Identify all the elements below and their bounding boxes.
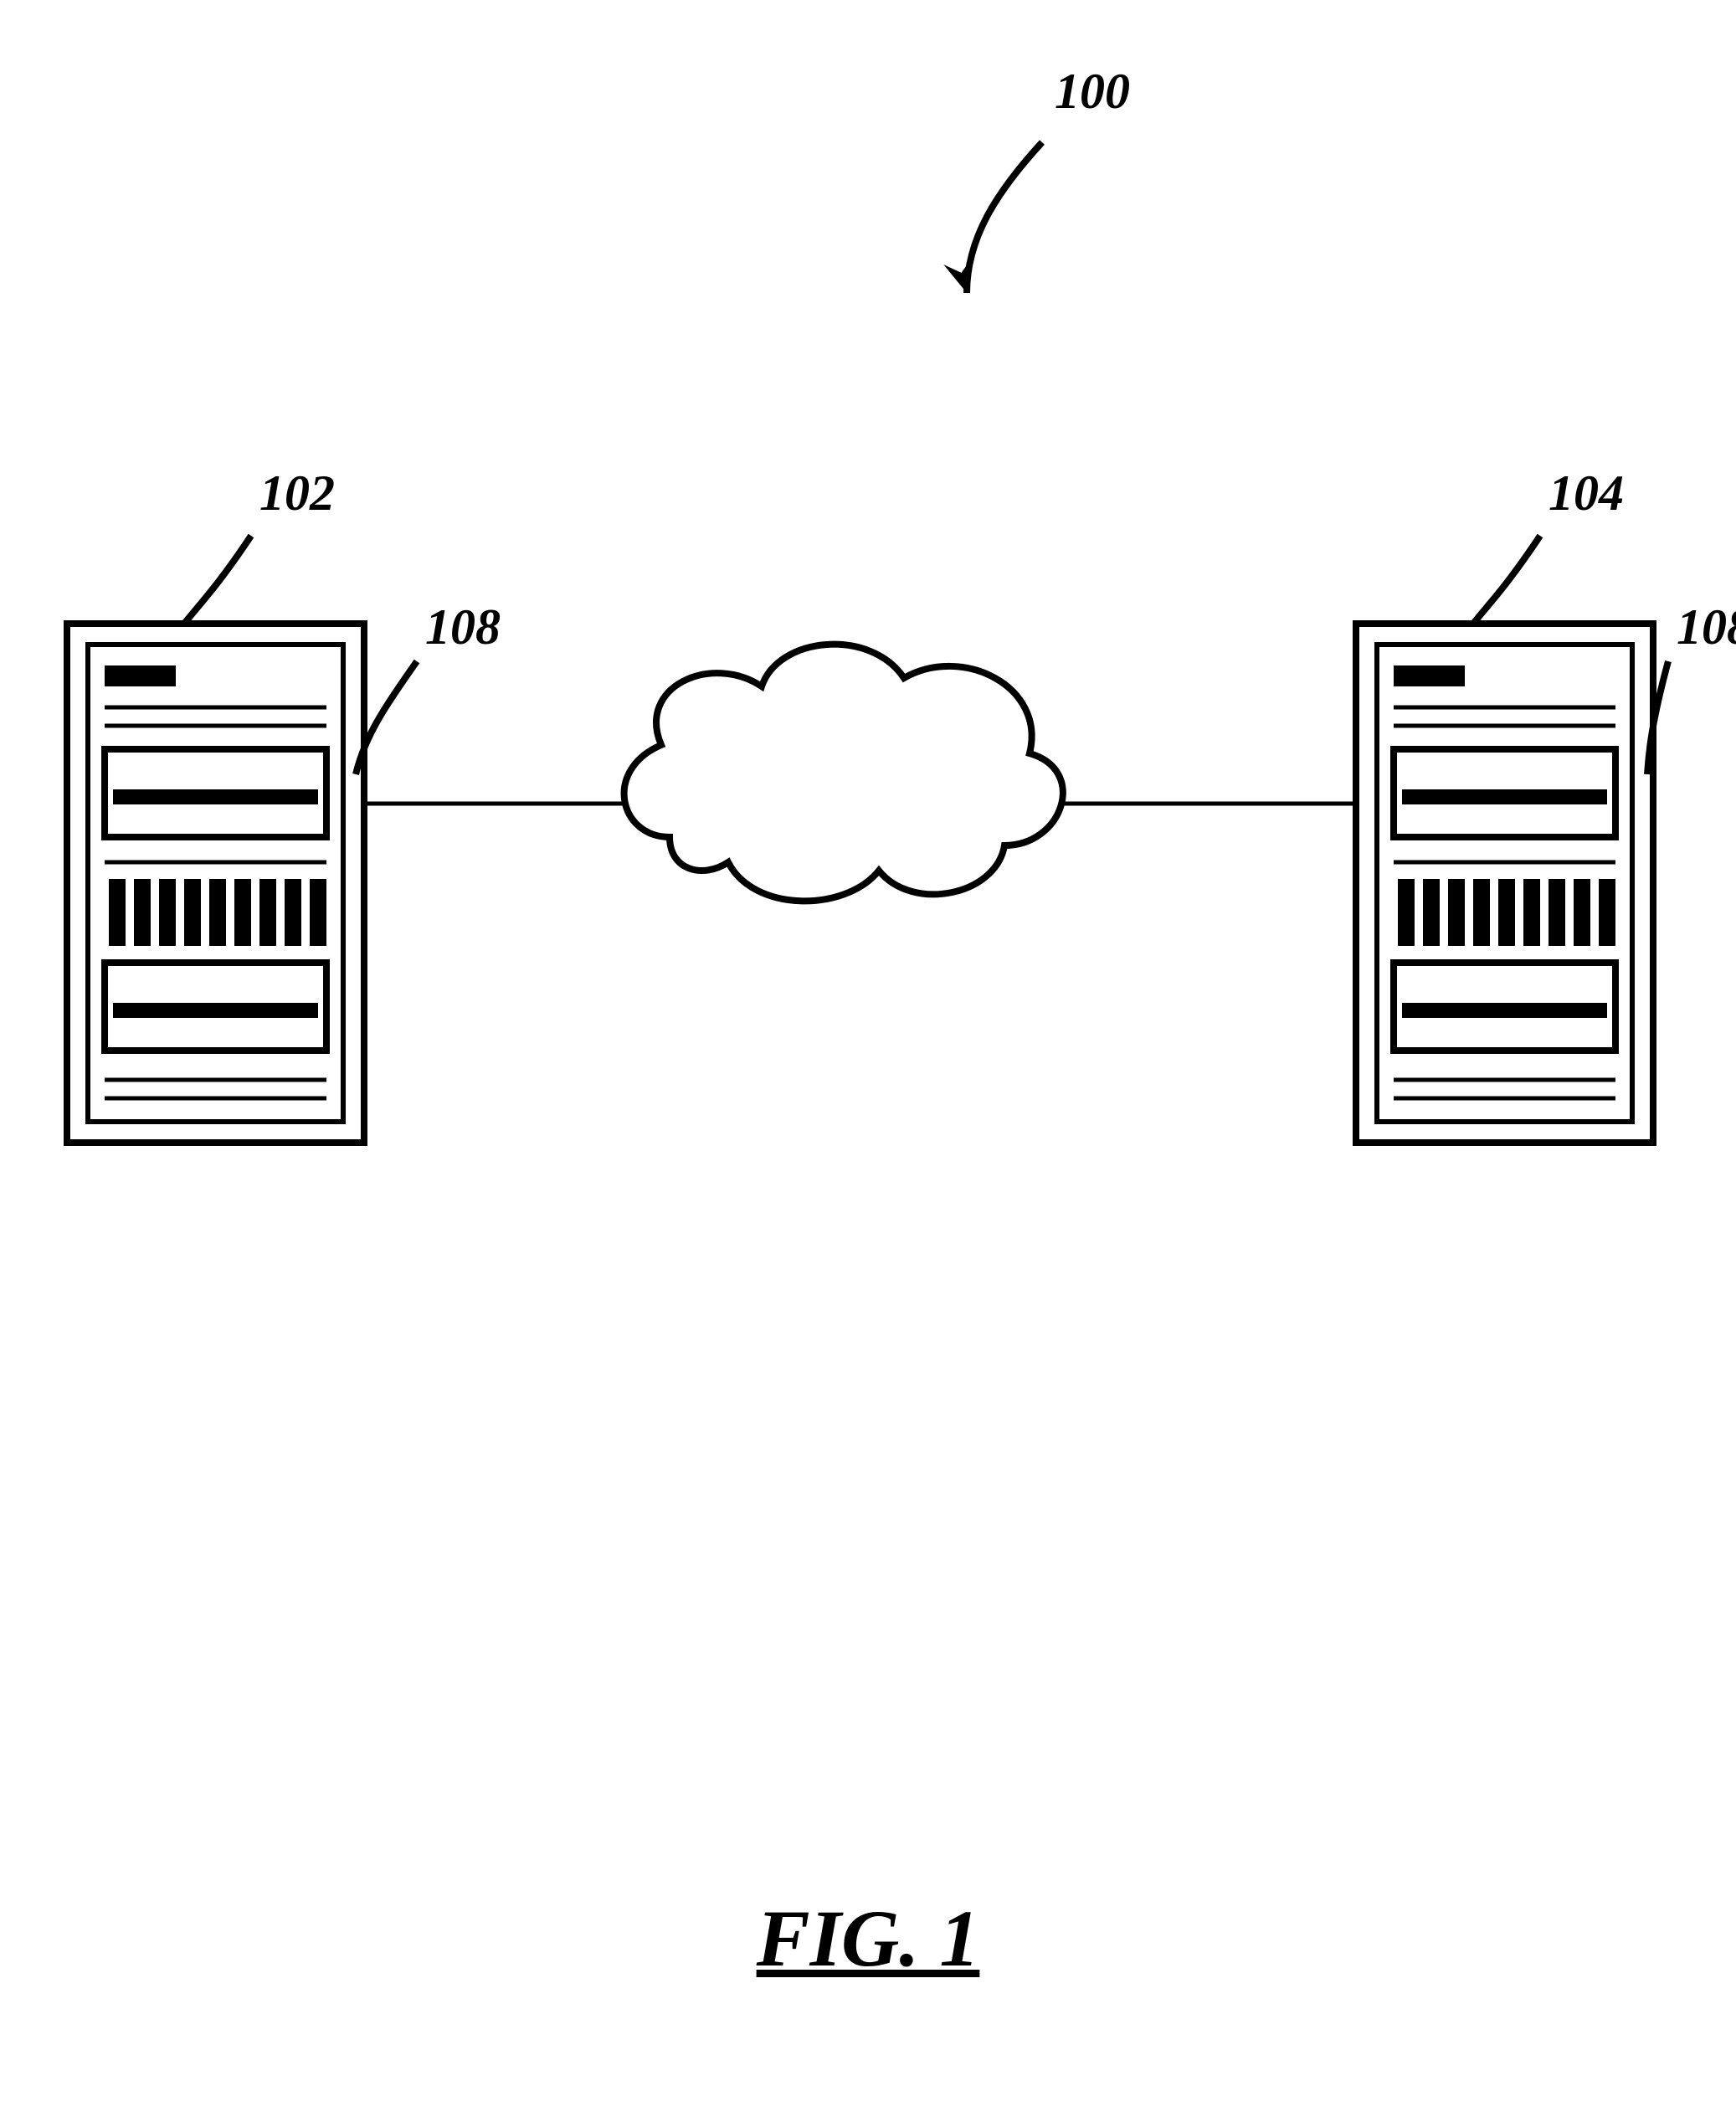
- diagram-canvas: [0, 0, 1736, 2117]
- ref-server-right: 104: [1549, 465, 1624, 522]
- arrowhead-icon: [943, 257, 981, 297]
- cloud-icon: [624, 645, 1063, 902]
- leader-server-right: [1473, 536, 1540, 624]
- leader-system: [967, 142, 1042, 293]
- leader-server-left: [184, 536, 251, 624]
- figure-caption: FIG. 1: [0, 1892, 1736, 1985]
- server-left: [67, 624, 364, 1143]
- ref-module-right: 108: [1677, 599, 1736, 656]
- ref-server-left: 102: [259, 465, 335, 522]
- ref-system: 100: [1055, 63, 1130, 121]
- server-right: [1356, 624, 1653, 1143]
- ref-module-left: 108: [425, 599, 501, 656]
